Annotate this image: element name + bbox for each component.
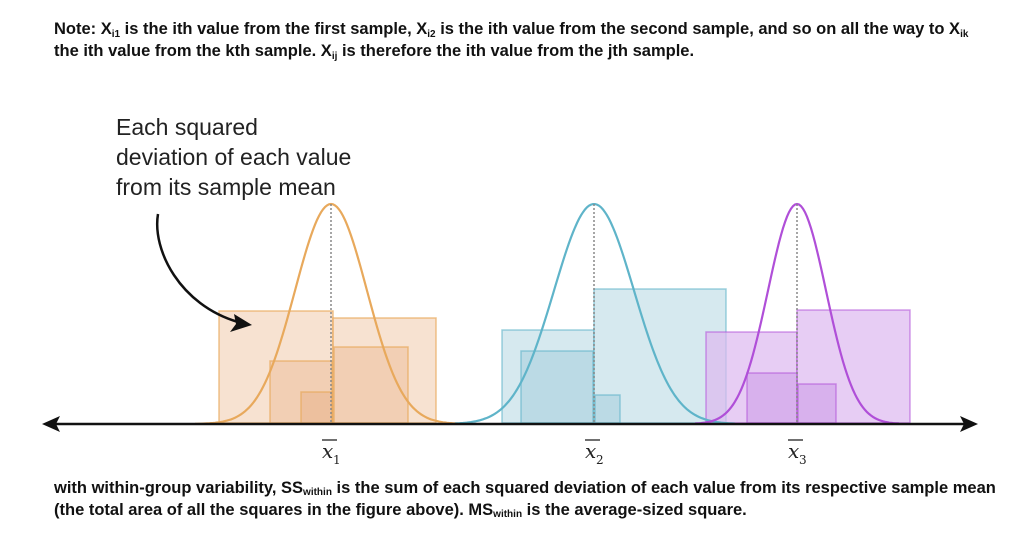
right-arrow-icon [960, 416, 978, 432]
square [300, 391, 333, 424]
left-arrow-icon [42, 416, 60, 432]
svg-text:3: 3 [799, 453, 807, 467]
horizontal-axis [42, 416, 978, 432]
group-2-squares [501, 288, 727, 424]
caption-text: with within-group variability, SSwithin … [54, 479, 996, 520]
mean-label-3: x 3 [788, 439, 807, 467]
square [520, 350, 594, 424]
svg-text:1: 1 [333, 453, 341, 467]
svg-text:x: x [788, 439, 799, 463]
mean-label-1: x 1 [322, 439, 341, 467]
curve-group-2 [454, 203, 736, 425]
square [797, 383, 837, 424]
mean-label-2: x 2 [585, 439, 604, 467]
callout-line-2: deviation of each value [116, 144, 352, 170]
svg-text:x: x [585, 439, 596, 463]
callout-line-3: from its sample mean [116, 174, 336, 200]
square [594, 394, 621, 424]
callout-text: Each squared deviation of each value fro… [116, 112, 416, 202]
square [333, 346, 409, 424]
svg-text:x: x [322, 439, 333, 463]
group-3-squares [705, 309, 911, 424]
callout-line-1: Each squared [116, 114, 258, 140]
svg-text:2: 2 [596, 453, 604, 467]
note-text: Note: Xi1 is the ith value from the firs… [54, 20, 969, 62]
callout-arrow [155, 213, 252, 332]
arrowhead-icon [230, 314, 252, 332]
square [746, 372, 798, 424]
